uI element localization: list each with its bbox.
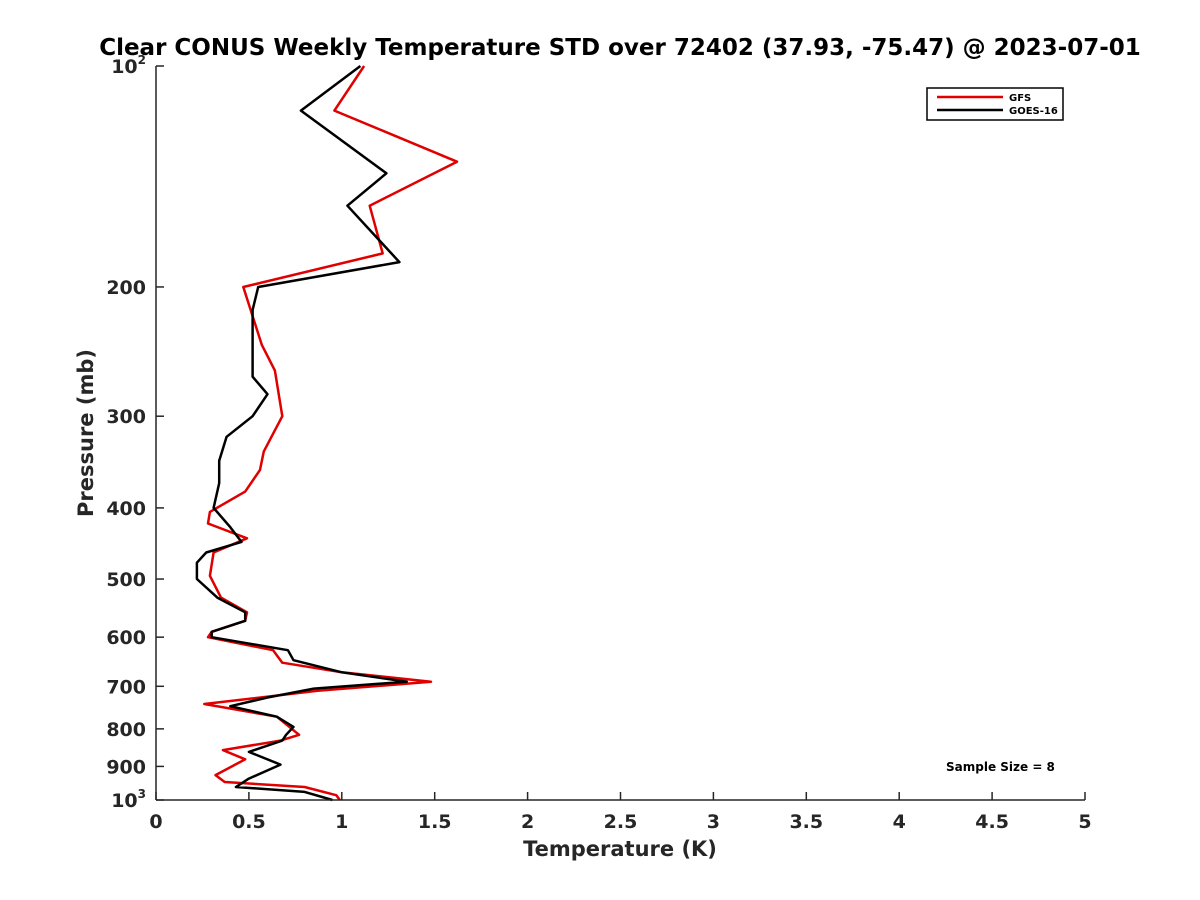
legend-label-gfs: GFS [1009,93,1031,104]
legend-box [926,87,1064,121]
x-tick-label: 3 [707,811,720,833]
x-tick-label: 2.5 [604,811,638,833]
y-tick-label: 500 [106,569,146,591]
legend-label-goes16: GOES-16 [1009,106,1058,117]
y-axis-label: Pressure (mb) [74,349,98,517]
y-tick-label: 200 [106,277,146,299]
x-tick-label: 2 [521,811,534,833]
series-line-gfs [203,65,459,801]
chart-title: Clear CONUS Weekly Temperature STD over … [99,35,1141,61]
y-tick-label: 600 [106,627,146,649]
sample-size-annotation: Sample Size = 8 [946,760,1055,774]
x-tick-label: 1.5 [418,811,452,833]
legend: GFS GOES-16 [926,87,1064,121]
y-tick-label: 700 [106,676,146,698]
series-line-goes16 [195,64,409,802]
y-ticks: 102 200 300 400 500 600 700 800 900 103 [106,53,164,812]
x-tick-label: 3.5 [789,811,823,833]
x-tick-label: 1 [335,811,348,833]
y-tick-label: 400 [106,498,146,520]
x-tick-label: 5 [1078,811,1091,833]
y-tick-label: 102 [111,53,146,78]
x-tick-label: 4.5 [975,811,1009,833]
x-tick-label: 0.5 [232,811,266,833]
y-tick-label: 103 [111,787,146,812]
series-layer [195,64,459,802]
x-tick-label: 4 [893,811,906,833]
x-tick-label: 0 [149,811,162,833]
y-tick-label: 300 [106,406,146,428]
x-ticks: 0 0.5 1 1.5 2 2.5 3 3.5 4 4.5 5 [149,792,1092,833]
y-tick-label: 900 [106,756,146,778]
x-axis-label: Temperature (K) [523,837,717,861]
y-tick-label: 800 [106,719,146,741]
